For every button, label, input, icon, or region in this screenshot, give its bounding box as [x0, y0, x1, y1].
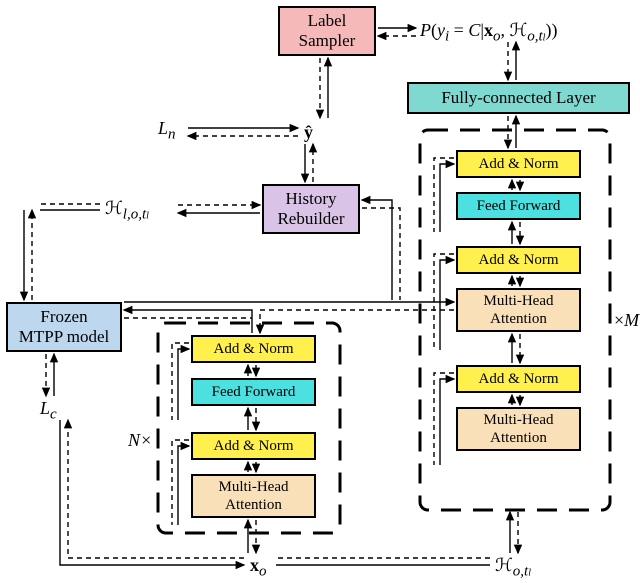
mha-dec-bot: Multi-Head Attention [456, 407, 581, 451]
addnorm-enc-top: Add & Norm [191, 335, 316, 363]
mha-dec-bot-text: Multi-Head Attention [484, 411, 554, 447]
addnorm-enc-bot: Add & Norm [191, 432, 316, 460]
frozen-mtpp-block: Frozen MTPP model [6, 302, 122, 352]
prob-label: P(yi = C|xo, ℋo,tl)) [420, 20, 557, 46]
feedforward-enc: Feed Forward [191, 378, 316, 406]
addnorm-dec-top-text: Add & Norm [479, 155, 559, 173]
feedforward-dec: Feed Forward [456, 192, 581, 220]
addnorm-dec-top: Add & Norm [456, 150, 581, 178]
addnorm-enc-top-text: Add & Norm [214, 340, 294, 358]
history-rebuilder-block: History Rebuilder [262, 184, 360, 234]
mha-dec-top-text: Multi-Head Attention [484, 292, 554, 328]
xo-label: xo [250, 555, 267, 581]
mha-enc: Multi-Head Attention [191, 474, 316, 518]
feedforward-enc-text: Feed Forward [212, 383, 296, 401]
Hl-label: ℋl,o,tl [105, 198, 149, 224]
yhat-label: ŷ [304, 122, 313, 143]
fc-layer-text: Fully-connected Layer [441, 88, 595, 108]
history-rebuilder-text: History Rebuilder [277, 189, 344, 230]
Lc-label: Lc [40, 398, 57, 424]
Ho-label: ℋo,tl [495, 555, 531, 581]
Ln-label: Ln [158, 118, 176, 144]
addnorm-dec-bot-text: Add & Norm [479, 370, 559, 388]
addnorm-dec-mid-text: Add & Norm [479, 251, 559, 269]
Nx-label: N× [128, 430, 152, 451]
fc-layer-block: Fully-connected Layer [407, 82, 630, 114]
label-sampler-text: Label Sampler [299, 11, 356, 52]
mha-dec-top: Multi-Head Attention [456, 288, 581, 332]
addnorm-dec-bot: Add & Norm [456, 365, 581, 393]
label-sampler-block: Label Sampler [278, 6, 376, 56]
xM-label: ×M [614, 310, 639, 331]
addnorm-enc-bot-text: Add & Norm [214, 437, 294, 455]
addnorm-dec-mid: Add & Norm [456, 246, 581, 274]
mha-enc-text: Multi-Head Attention [219, 478, 289, 514]
frozen-mtpp-text: Frozen MTPP model [19, 307, 110, 348]
feedforward-dec-text: Feed Forward [477, 197, 561, 215]
